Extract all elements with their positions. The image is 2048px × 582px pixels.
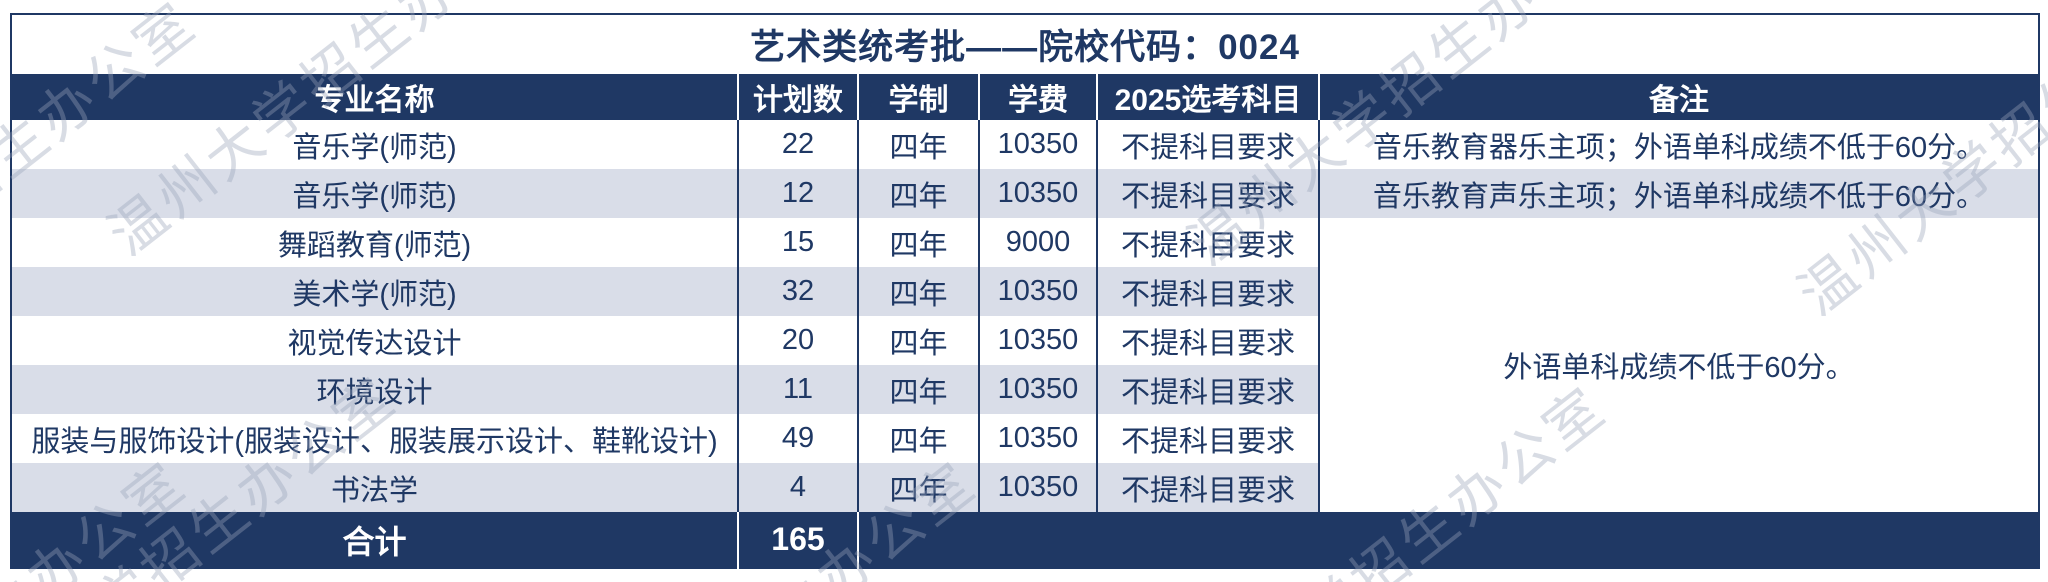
cell-duration: 四年 (857, 463, 979, 512)
total-plan-value: 165 (737, 512, 858, 568)
col-header-tuition: 学费 (978, 74, 1097, 120)
cell-plan: 20 (737, 316, 858, 365)
cell-major: 书法学 (11, 463, 738, 512)
cell-subjects: 不提科目要求 (1096, 218, 1319, 267)
cell-plan: 22 (737, 120, 858, 169)
cell-tuition: 10350 (978, 267, 1097, 316)
cell-remark-merged: 外语单科成绩不低于60分。 (1317, 218, 2040, 512)
cell-tuition: 10350 (978, 463, 1097, 512)
table-row: 视觉传达设计 20 四年 10350 不提科目要求 (11, 316, 2039, 365)
cell-plan: 15 (737, 218, 858, 267)
cell-duration: 四年 (857, 169, 979, 218)
table-row: 音乐学(师范) 22 四年 10350 不提科目要求 音乐教育器乐主项；外语单科… (11, 120, 2040, 169)
cell-major: 音乐学(师范) (11, 169, 738, 218)
cell-duration: 四年 (857, 218, 979, 267)
cell-major: 美术学(师范) (11, 267, 738, 316)
col-header-remark: 备注 (1317, 74, 2040, 120)
col-header-duration: 学制 (857, 74, 979, 120)
table-header-row: 专业名称 计划数 学制 学费 2025选考科目 备注 (11, 74, 2040, 120)
cell-tuition: 10350 (978, 365, 1097, 414)
cell-duration: 四年 (857, 267, 979, 316)
cell-duration: 四年 (857, 120, 979, 169)
cell-remark: 音乐教育声乐主项；外语单科成绩不低于60分。 (1317, 169, 2040, 218)
cell-major: 视觉传达设计 (11, 316, 738, 365)
total-empty-cell (856, 512, 2040, 568)
admission-plan-table: 艺术类统考批——院校代码：0024 专业名称 计划数 学制 学费 2025选考科… (10, 13, 2041, 569)
cell-subjects: 不提科目要求 (1096, 120, 1319, 169)
col-header-major: 专业名称 (11, 74, 738, 120)
col-header-plan: 计划数 (737, 74, 858, 120)
cell-tuition: 9000 (978, 218, 1097, 267)
cell-major: 音乐学(师范) (11, 120, 738, 169)
cell-subjects: 不提科目要求 (1096, 169, 1319, 218)
cell-plan: 11 (737, 365, 858, 414)
total-label: 合计 (11, 512, 738, 568)
cell-subjects: 不提科目要求 (1096, 365, 1319, 414)
cell-duration: 四年 (857, 365, 979, 414)
table-row: 书法学 4 四年 10350 不提科目要求 (11, 463, 2039, 512)
table-row: 服装与服饰设计(服装设计、服装展示设计、鞋靴设计) 49 四年 10350 不提… (11, 414, 2039, 463)
cell-subjects: 不提科目要求 (1096, 463, 1319, 512)
cell-duration: 四年 (857, 414, 979, 463)
cell-subjects: 不提科目要求 (1096, 316, 1319, 365)
cell-major: 服装与服饰设计(服装设计、服装展示设计、鞋靴设计) (11, 414, 738, 463)
cell-plan: 32 (737, 267, 858, 316)
table-title-row: 艺术类统考批——院校代码：0024 (11, 14, 2040, 74)
cell-plan: 4 (737, 463, 858, 512)
cell-tuition: 10350 (978, 120, 1097, 169)
cell-tuition: 10350 (978, 414, 1097, 463)
cell-tuition: 10350 (978, 316, 1097, 365)
cell-plan: 49 (737, 414, 858, 463)
table-row: 舞蹈教育(师范) 15 四年 9000 不提科目要求 外语单科成绩不低于60分。 (11, 218, 2040, 512)
cell-subjects: 不提科目要求 (1096, 267, 1319, 316)
table-row: 环境设计 11 四年 10350 不提科目要求 (11, 365, 2039, 414)
table-row: 美术学(师范) 32 四年 10350 不提科目要求 (11, 267, 2039, 316)
page-title: 艺术类统考批——院校代码：0024 (11, 14, 2040, 74)
table-total-row: 合计 165 (11, 512, 2040, 568)
cell-major: 环境设计 (11, 365, 738, 414)
col-header-subjects: 2025选考科目 (1096, 74, 1319, 120)
cell-duration: 四年 (857, 316, 979, 365)
cell-tuition: 10350 (978, 169, 1097, 218)
cell-remark: 音乐教育器乐主项；外语单科成绩不低于60分。 (1317, 120, 2040, 169)
cell-major: 舞蹈教育(师范) (11, 218, 738, 267)
cell-plan: 12 (737, 169, 858, 218)
cell-subjects: 不提科目要求 (1096, 414, 1319, 463)
table-row: 音乐学(师范) 12 四年 10350 不提科目要求 音乐教育声乐主项；外语单科… (11, 169, 2040, 218)
